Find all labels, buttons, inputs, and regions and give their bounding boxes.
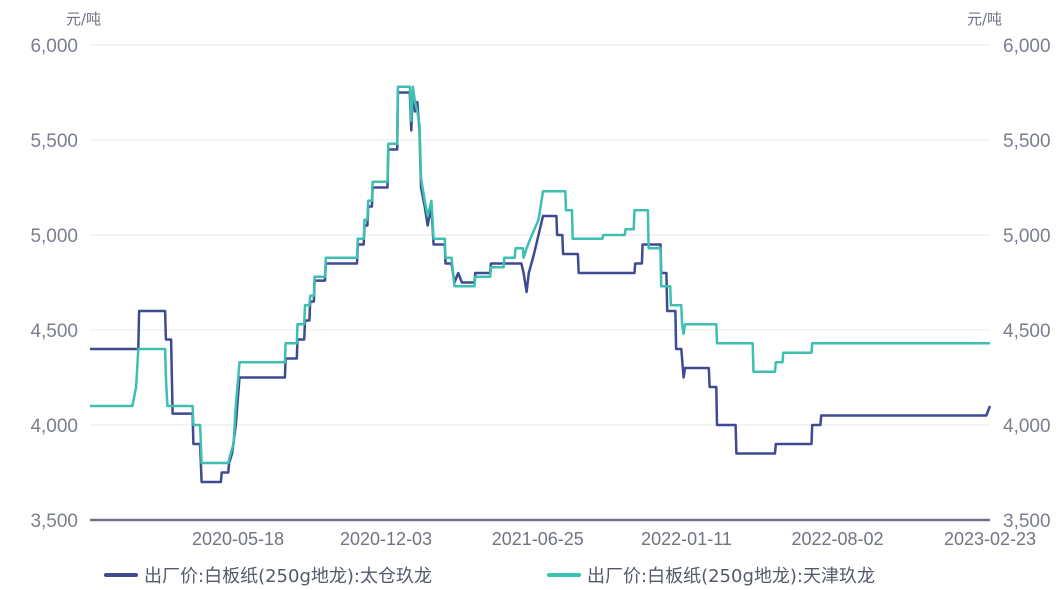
y-tick-label-right: 5,500: [1003, 131, 1051, 152]
y-unit-left: 元/吨: [66, 10, 101, 28]
y-tick-label-left: 4,000: [30, 416, 78, 437]
y-axis-left: 3,500 4,000 4,500 5,000 5,500 6,000: [30, 36, 78, 532]
y-tick-label-left: 5,500: [30, 131, 78, 152]
x-tick-label: 2022-01-11: [641, 529, 732, 549]
series-line-0: [90, 91, 992, 484]
legend-swatch-taicang: [104, 573, 138, 577]
y-unit-right: 元/吨: [967, 10, 1002, 28]
legend-item-taicang[interactable]: 出厂价:白板纸(250g地龙):太仓玖龙: [104, 562, 432, 588]
y-tick-label-right: 4,000: [1003, 416, 1051, 437]
y-tick-label-right: 3,500: [1003, 511, 1051, 532]
grid-lines: [90, 44, 990, 426]
y-tick-label-right: 6,000: [1003, 36, 1051, 57]
x-tick-label: 2020-12-03: [340, 529, 432, 549]
legend-swatch-tianjin: [547, 573, 581, 577]
y-tick-label-right: 5,000: [1003, 226, 1051, 247]
x-tick-label: 2023-02-23: [944, 529, 1036, 549]
y-axis-right: 3,500 4,000 4,500 5,000 5,500 6,000: [1003, 36, 1051, 532]
x-tick-label: 2020-05-18: [192, 529, 284, 549]
x-tick-label: 2022-08-02: [791, 529, 883, 549]
x-axis: 2020-05-18 2020-12-03 2021-06-25 2022-01-11…: [192, 529, 1036, 549]
y-tick-label-right: 4,500: [1003, 321, 1051, 342]
legend-item-tianjin[interactable]: 出厂价:白板纸(250g地龙):天津玖龙: [547, 562, 875, 588]
x-tick-label: 2021-06-25: [492, 529, 584, 549]
y-tick-label-left: 5,000: [30, 226, 78, 247]
series-line-1: [90, 85, 990, 465]
legend-label-taicang: 出厂价:白板纸(250g地龙):太仓玖龙: [144, 566, 432, 587]
series-lines: [90, 85, 992, 484]
y-tick-label-left: 4,500: [30, 321, 78, 342]
y-tick-label-left: 6,000: [30, 36, 78, 57]
legend: 出厂价:白板纸(250g地龙):太仓玖龙 出厂价:白板纸(250g地龙):天津玖…: [0, 562, 1061, 590]
legend-label-tianjin: 出厂价:白板纸(250g地龙):天津玖龙: [587, 566, 875, 587]
y-tick-label-left: 3,500: [30, 511, 78, 532]
line-chart: 元/吨 元/吨 3,500 4,000 4,500 5,000 5,500 6,000 3…: [30, 10, 1051, 549]
